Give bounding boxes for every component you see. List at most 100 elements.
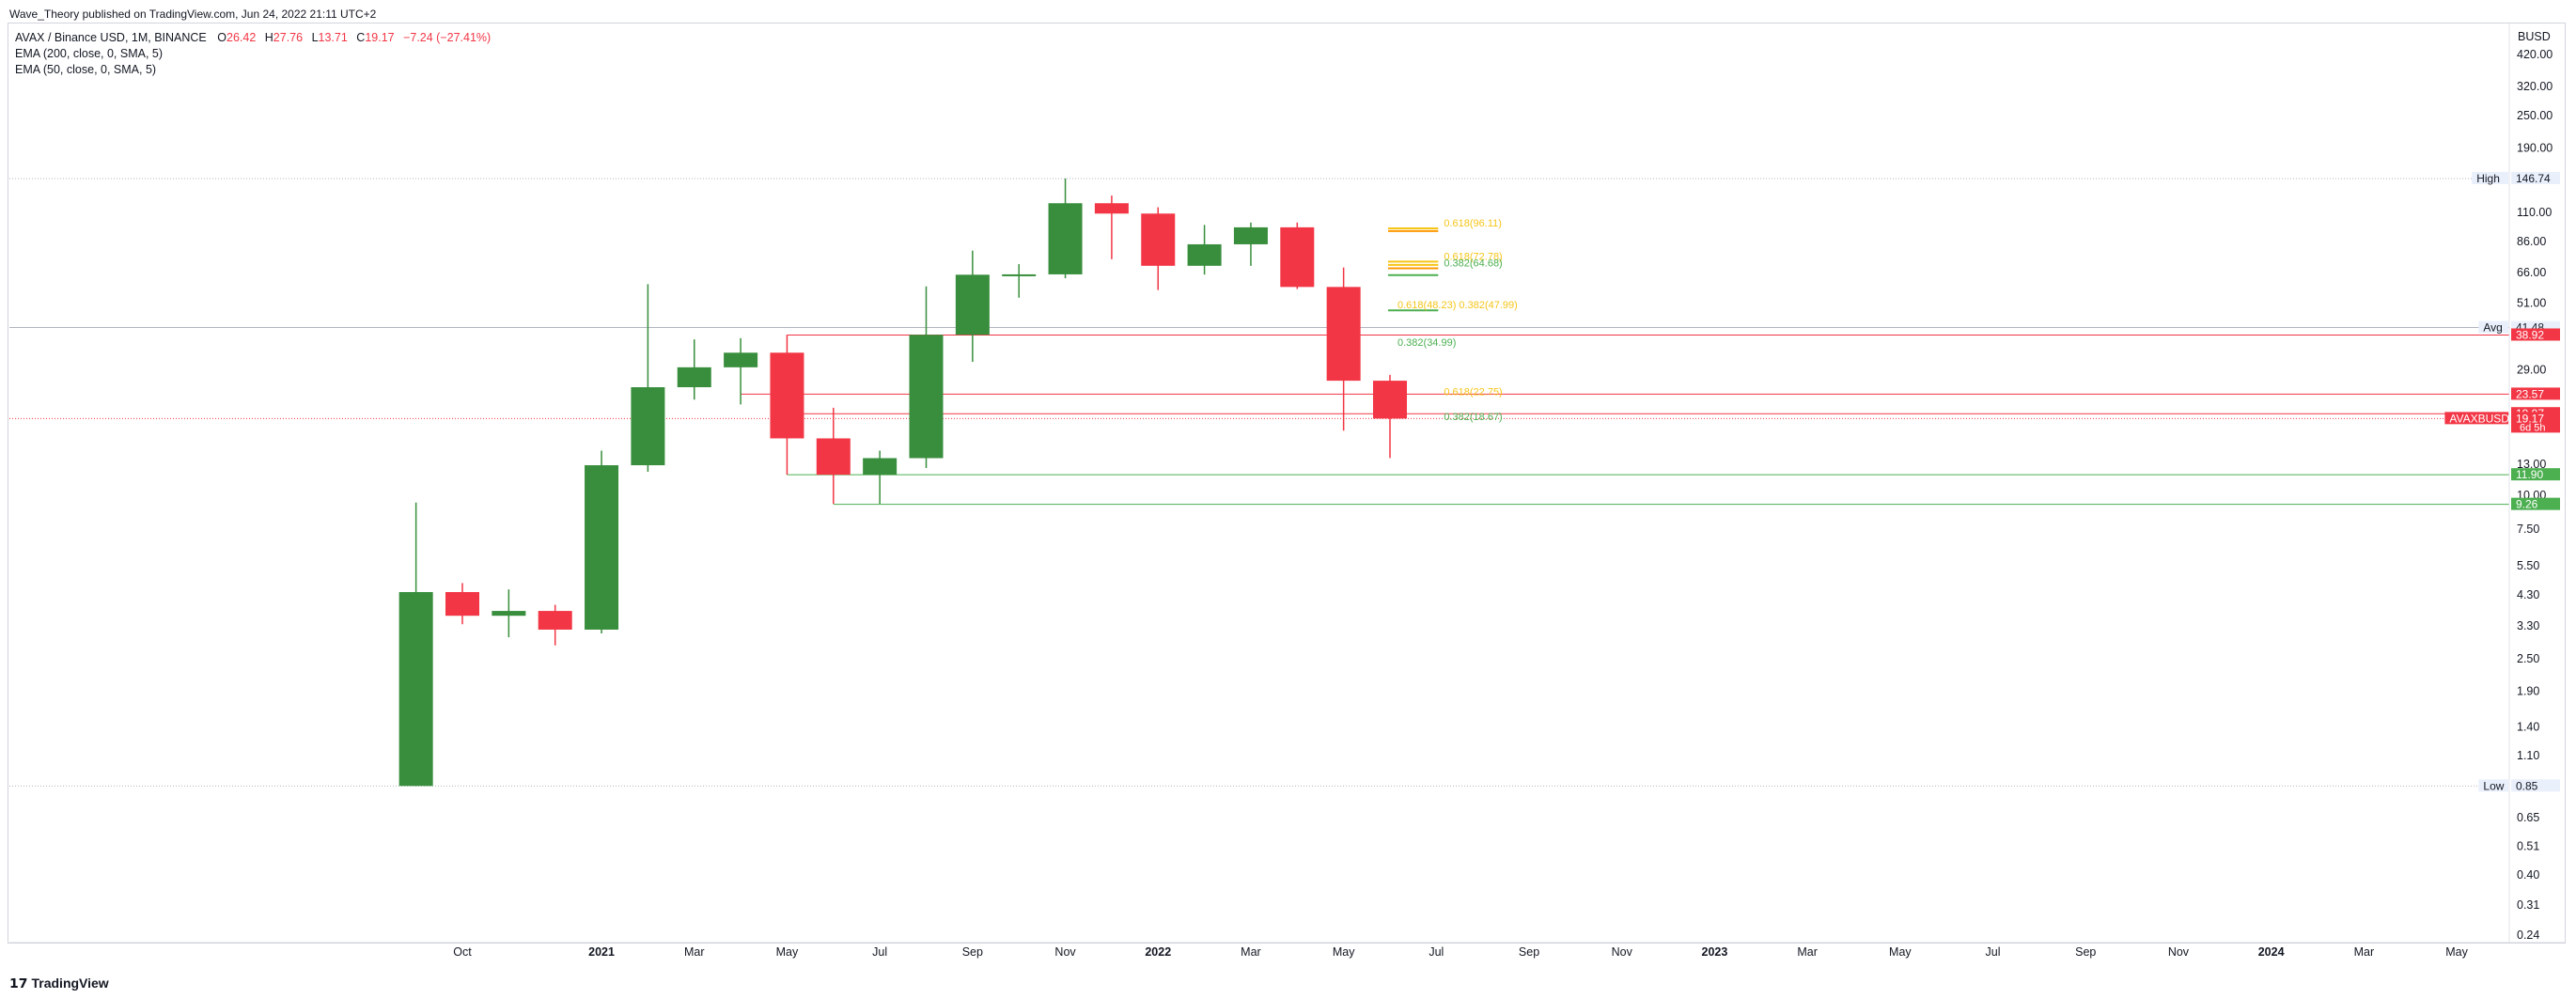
x-tick-label: Jul — [1429, 945, 1444, 959]
x-tick-label: Sep — [1519, 945, 1539, 959]
y-tick-label: 1.10 — [2517, 749, 2539, 762]
price-tag-value: 38.92 — [2516, 328, 2544, 341]
x-tick-label: May — [1333, 945, 1355, 959]
level-label-bg — [2478, 320, 2508, 334]
fib-label: 0.618(72.78) — [1444, 251, 1502, 262]
high-label: H — [264, 31, 273, 44]
level-label: Low — [2483, 779, 2504, 792]
y-tick-label: 1.40 — [2517, 721, 2539, 734]
y-tick-label: 420.00 — [2517, 48, 2553, 61]
horizontal-levels — [9, 178, 2509, 787]
y-tick-label: 110.00 — [2517, 206, 2552, 219]
price-tag-value: 23.57 — [2516, 387, 2544, 400]
candle-body — [1002, 273, 1037, 276]
candle-body — [492, 611, 526, 617]
time-axis: Oct 2021 Mar May Jul Sep Nov 2022 Mar May Jul Sep No… — [9, 942, 2565, 959]
candle-body — [1187, 243, 1222, 266]
y-tick-label: 250.00 — [2517, 109, 2553, 122]
price-tag-value: 11.90 — [2516, 468, 2543, 481]
candle-body — [770, 352, 804, 439]
candles — [398, 178, 1407, 787]
high-value: 27.76 — [273, 31, 304, 44]
publisher-caption: Wave_Theory published on TradingView.com… — [9, 8, 377, 21]
level-label: AVAXBUSD — [2449, 412, 2509, 425]
x-tick-label: May — [1889, 945, 1912, 959]
fib-label: 0.382(18.67) — [1444, 412, 1502, 423]
indicator-ema-200[interactable]: EMA (200, close, 0, SMA, 5) — [15, 47, 164, 60]
candle-body — [1233, 226, 1268, 244]
brand-name: TradingView — [31, 976, 109, 991]
price-tag — [2511, 779, 2560, 792]
fib-label: 0.618(96.11) — [1444, 218, 1502, 229]
x-tick-label: Sep — [2075, 945, 2096, 959]
candle-body — [1094, 203, 1129, 214]
candle-body — [816, 438, 851, 476]
level-label: High — [2476, 172, 2500, 185]
y-tick-label: 51.00 — [2517, 297, 2546, 310]
candle-body — [724, 352, 758, 367]
y-tick-label: 0.40 — [2517, 868, 2539, 882]
price-tag — [2511, 387, 2560, 400]
close-value: 19.17 — [365, 31, 395, 44]
open-value: 26.42 — [226, 31, 257, 44]
open-label: O — [217, 31, 226, 44]
candle-body — [955, 274, 990, 336]
x-tick-label: 2024 — [2258, 945, 2285, 959]
symbol-name[interactable]: AVAX / Binance USD, 1M, BINANCE — [15, 31, 207, 44]
indicator-ema-50[interactable]: EMA (50, close, 0, SMA, 5) — [15, 63, 157, 76]
x-tick-label: Mar — [1797, 945, 1818, 959]
price-tag — [2511, 468, 2560, 481]
level-label-bg — [2472, 171, 2508, 184]
candle-body — [1141, 213, 1176, 266]
x-tick-label: May — [2445, 945, 2468, 959]
y-tick-label: 0.31 — [2517, 898, 2539, 912]
x-tick-label: Jul — [872, 945, 887, 959]
price-tag-value: 146.74 — [2516, 172, 2551, 185]
candle-body — [445, 592, 479, 617]
price-currency: BUSD — [2518, 30, 2551, 43]
symbol-line: AVAX / Binance USD, 1M, BINANCE O26.42 H… — [15, 30, 491, 46]
candle-body — [585, 465, 619, 630]
fib-label: 0.618(22.75) — [1444, 386, 1502, 398]
price-tag-value: 9.26 — [2516, 498, 2538, 511]
y-tick-label: 0.24 — [2517, 929, 2539, 942]
y-tick-label: 86.00 — [2517, 235, 2546, 248]
y-tick-label: 5.50 — [2517, 559, 2539, 572]
x-tick-label: Nov — [1612, 945, 1633, 959]
tradingview-logo[interactable]: 𝟭𝟳 TradingView — [9, 976, 109, 991]
fib-label: 0.618(48.23) 0.382(47.99) — [1397, 300, 1518, 311]
fib-label: 0.382(34.99) — [1397, 337, 1456, 349]
y-tick-label: 66.00 — [2517, 266, 2546, 279]
x-tick-label: 2021 — [588, 945, 615, 959]
candle-body — [1373, 381, 1407, 419]
candle-body — [1048, 203, 1083, 274]
x-tick-label: Nov — [2168, 945, 2190, 959]
x-tick-label: Oct — [453, 945, 472, 959]
price-tag — [2511, 328, 2560, 341]
x-tick-label: May — [776, 945, 799, 959]
candle-body — [1326, 287, 1361, 382]
x-tick-label: 2022 — [1145, 945, 1171, 959]
price-tag — [2511, 171, 2560, 184]
x-tick-label: Jul — [1986, 945, 2001, 959]
x-tick-label: Nov — [1054, 945, 1076, 959]
y-tick-label: 1.90 — [2517, 684, 2539, 697]
y-tick-label: 0.51 — [2517, 839, 2539, 852]
price-axis: 420.00 320.00 250.00 190.00 110.00 86.00 66.00… — [2508, 23, 2553, 943]
y-tick-label: 2.50 — [2517, 652, 2539, 665]
candle-body — [1280, 226, 1315, 288]
countdown-label: 6d 5h — [2520, 422, 2546, 433]
change-value: −7.24 (−27.41%) — [403, 31, 492, 44]
price-tag-value: 0.85 — [2516, 779, 2538, 792]
x-tick-label: Mar — [2354, 945, 2375, 959]
candle-body — [909, 335, 944, 459]
fib-levels: 0.618(96.11) 0.618(72.78)0.382(64.68) 0.61… — [1388, 218, 1518, 423]
fib-label: 0.382(64.68) — [1444, 258, 1502, 270]
y-tick-label: 13.00 — [2517, 458, 2546, 471]
price-tag-value: 19.17 — [2516, 412, 2544, 425]
y-tick-label: 4.30 — [2517, 588, 2539, 601]
price-tags: 146.74High41.48Avg38.9223.5719.9719.176d… — [2444, 171, 2560, 792]
tradingview-logo-icon: 𝟭𝟳 — [9, 976, 28, 991]
close-label: C — [356, 31, 366, 44]
